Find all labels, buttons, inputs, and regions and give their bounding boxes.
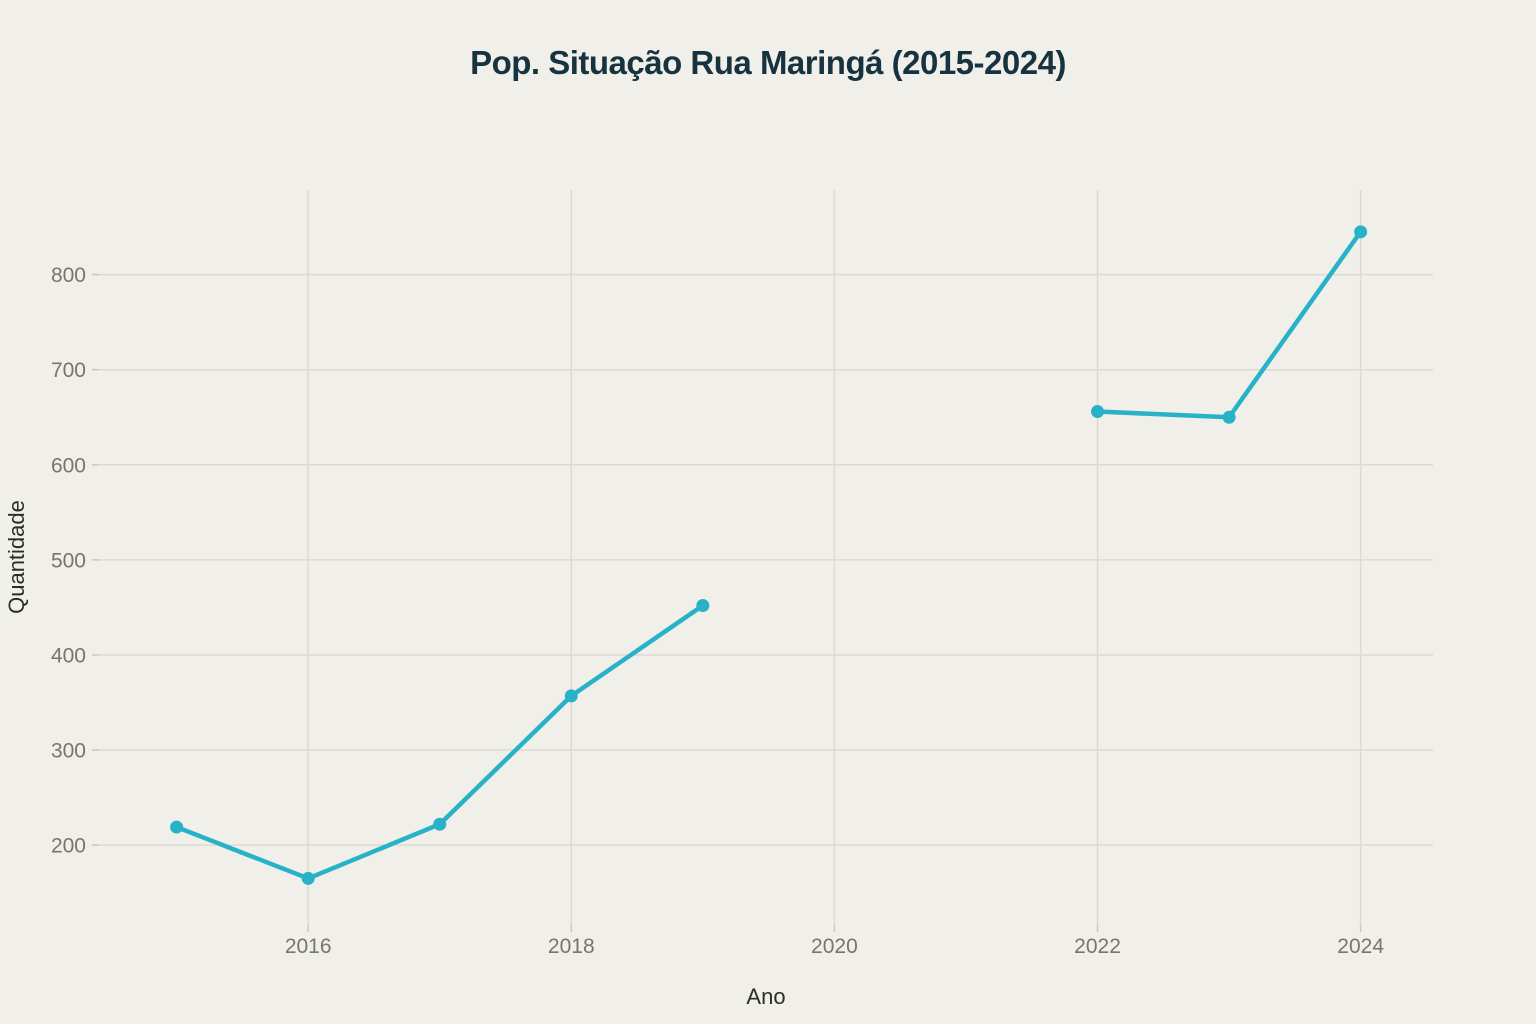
chart-title: Pop. Situação Rua Maringá (2015-2024) xyxy=(470,44,1066,81)
y-tick-label: 700 xyxy=(51,359,86,382)
data-point-2017 xyxy=(433,817,447,831)
y-axis-title: Quantidade xyxy=(4,500,29,614)
y-tick-label: 500 xyxy=(51,549,86,572)
x-tick-label: 2022 xyxy=(1074,935,1121,958)
x-tick-label: 2016 xyxy=(285,935,332,958)
y-tick-label: 200 xyxy=(51,835,86,858)
y-tick-label: 600 xyxy=(51,454,86,477)
y-tick-label: 300 xyxy=(51,740,86,763)
data-point-2016 xyxy=(301,871,315,885)
x-axis-title: Ano xyxy=(746,984,786,1009)
data-point-2023 xyxy=(1222,410,1236,424)
y-tick-label: 800 xyxy=(51,264,86,287)
line-series xyxy=(1095,229,1363,420)
y-tick-label: 400 xyxy=(51,644,86,667)
data-point-2018 xyxy=(564,689,578,703)
x-tick-label: 2024 xyxy=(1337,935,1384,958)
data-point-2022 xyxy=(1091,405,1105,419)
data-point-2024 xyxy=(1354,225,1368,239)
line-series xyxy=(174,603,706,881)
x-tick-label: 2018 xyxy=(548,935,595,958)
x-tick-label: 2020 xyxy=(811,935,858,958)
data-point-2019 xyxy=(696,599,710,613)
data-point-2015 xyxy=(170,820,184,834)
